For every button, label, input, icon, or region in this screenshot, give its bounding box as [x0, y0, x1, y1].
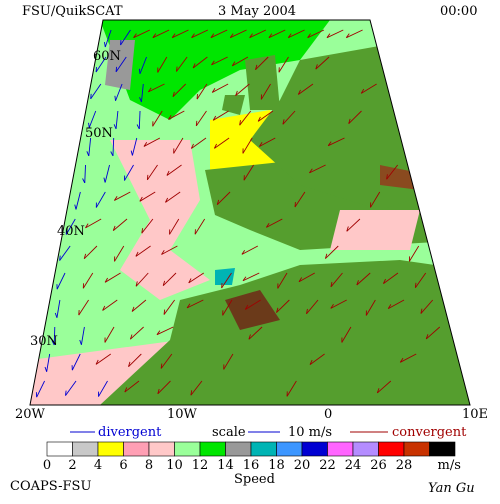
colorbar-tick: 24	[345, 458, 362, 473]
wind-arrow-head	[196, 121, 197, 126]
lat-label: 40N	[57, 224, 85, 239]
wind-arrow-head	[60, 256, 61, 261]
colorbar-swatch	[328, 442, 354, 456]
wind-arrow-head	[91, 94, 92, 99]
colorbar-tick: 28	[396, 458, 413, 473]
map	[0, 0, 500, 420]
colorbar-swatch	[226, 442, 252, 456]
wind-arrow-head	[147, 175, 148, 180]
lat-label: 60N	[93, 49, 121, 64]
colorbar-swatch	[98, 442, 124, 456]
wind-arrow-head	[115, 96, 116, 101]
colorbar-tick: 16	[243, 458, 260, 473]
wind-arrow-head	[164, 310, 165, 315]
colorbar-swatch	[353, 442, 379, 456]
colorbar-tick: 4	[94, 458, 102, 473]
colorbar-swatch	[175, 442, 201, 456]
colorbar-swatch	[302, 442, 328, 456]
colorbar-swatch	[430, 442, 456, 456]
colorbar-tick: 14	[217, 458, 234, 473]
legend-convergent: convergent	[392, 425, 467, 440]
colorbar-swatch	[277, 442, 303, 456]
colorbar-swatch	[149, 442, 175, 456]
wind-arrow-head	[116, 67, 117, 72]
wind-arrow-head	[415, 283, 416, 288]
legend-scale: scale	[212, 425, 246, 440]
date: 3 May 2004	[218, 4, 296, 19]
legend-scale-value: 10 m/s	[288, 425, 332, 440]
colorbar-tick: 8	[145, 458, 153, 473]
footer-left: COAPS-FSU	[10, 479, 91, 494]
colorbar-swatch	[73, 442, 99, 456]
colorbar-tick: 26	[370, 458, 387, 473]
lat-label: 30N	[30, 334, 58, 349]
lon-label: 20W	[15, 407, 46, 422]
colorbar-swatch	[251, 442, 277, 456]
colorbar-swatch	[404, 442, 430, 456]
colorbar-swatch	[200, 442, 226, 456]
wind-arrow-head	[65, 391, 66, 396]
lon-label: 10E	[462, 407, 488, 422]
colorbar-swatch	[379, 442, 405, 456]
colorbar-tick: 2	[68, 458, 76, 473]
colorbar-swatch	[47, 442, 73, 456]
colorbar-tick: 18	[268, 458, 285, 473]
lat-label: 50N	[85, 126, 113, 141]
colorbar-tick: 20	[294, 458, 311, 473]
lon-label: 10W	[167, 407, 198, 422]
footer-right: Yan Gu	[428, 481, 475, 496]
wind-arrow-head	[139, 69, 140, 74]
colorbar-tick: 10	[166, 458, 183, 473]
colorbar-title: Speed	[234, 472, 275, 487]
source: FSU/QuikSCAT	[22, 4, 123, 19]
colorbar-tick: 0	[43, 458, 51, 473]
colorbar-swatch	[124, 442, 150, 456]
lon-label: 0	[324, 407, 332, 422]
time: 00:00	[440, 4, 477, 19]
legend-divergent: divergent	[98, 425, 162, 440]
colorbar-tick: 12	[192, 458, 209, 473]
colorbar-tick: 22	[319, 458, 336, 473]
colorbar-unit: m/s	[438, 458, 461, 473]
colorbar-tick: 6	[119, 458, 127, 473]
